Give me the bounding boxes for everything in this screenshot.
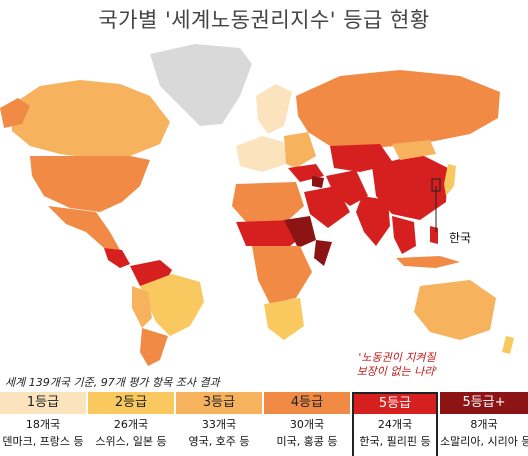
canada [10, 80, 170, 158]
new-zealand [502, 336, 514, 354]
argentina-chile [140, 328, 168, 366]
legend-grade-1-count: 18개국 [25, 418, 61, 431]
legend-grade-1-desc: 18개국 덴마크, 프랑스 등 [0, 414, 86, 456]
legend-grade-2-count: 26개국 [113, 418, 149, 431]
legend-grade-4-desc: 30개국 미국, 홍콩 등 [264, 414, 350, 456]
legend-grade-5plus: 5등급+ 8개국 소말리아, 시리아 등 [440, 392, 528, 456]
peru-bolivia [132, 286, 152, 328]
legend-grade-3-count: 33개국 [201, 418, 237, 431]
china [372, 154, 448, 220]
callout-line-2: 보장이 없는 나라' [356, 365, 438, 378]
legend-grade-5plus-examples: 소말리아, 시리아 등 [440, 435, 528, 448]
legend-grade-3-examples: 영국, 호주 등 [188, 435, 250, 448]
western-europe [236, 136, 286, 172]
legend-grade-4-label: 4등급 [264, 392, 350, 414]
eastern-europe [284, 132, 316, 168]
north-africa [232, 182, 304, 224]
greenland [150, 44, 252, 126]
india [356, 196, 390, 246]
legend-grade-1: 1등급 18개국 덴마크, 프랑스 등 [0, 392, 86, 456]
legend-grade-5plus-label: 5등급+ [440, 392, 528, 414]
map-title: 국가별 '세계노동권리지수' 등급 현황 [98, 8, 430, 32]
legend-grade-3-label: 3등급 [176, 392, 262, 414]
philippines [430, 226, 438, 244]
japan [444, 164, 456, 196]
indonesia [396, 256, 460, 268]
usa [30, 156, 150, 212]
central-america [104, 248, 130, 268]
legend-grade-2-examples: 스위스, 일본 등 [95, 435, 167, 448]
world-map [0, 44, 514, 366]
iran [326, 170, 368, 206]
legend-grade-5-count: 24개국 [377, 418, 413, 431]
mexico [48, 206, 120, 250]
somalia [314, 240, 332, 266]
legend-grade-2-label: 2등급 [88, 392, 174, 414]
survey-note: 세계 139개국 기준, 97개 평가 항목 조사 결과 [5, 376, 220, 389]
sudan [284, 216, 316, 248]
legend-grade-2-desc: 26개국 스위스, 일본 등 [88, 414, 174, 456]
legend-grade-5-examples: 한국, 필리핀 등 [359, 435, 431, 448]
korea-marker [431, 178, 441, 192]
brazil [140, 274, 204, 336]
legend-grade-4: 4등급 30개국 미국, 홍콩 등 [264, 392, 350, 456]
australia [414, 280, 496, 340]
legend-grade-5-label: 5등급 [354, 394, 436, 414]
legend-grade-5plus-count: 8개국 [470, 418, 498, 431]
legend-grade-4-examples: 미국, 홍콩 등 [276, 435, 338, 448]
southeast-asia [392, 216, 416, 254]
central-africa [252, 246, 312, 304]
scandinavia [256, 84, 292, 134]
legend-grade-1-examples: 덴마크, 프랑스 등 [2, 435, 84, 448]
alaska [0, 98, 30, 128]
legend-grade-2: 2등급 26개국 스위스, 일본 등 [88, 392, 174, 456]
legend-grade-4-count: 30개국 [289, 418, 325, 431]
mongolia [392, 140, 436, 160]
korea [432, 176, 440, 194]
legend-grade-5: 5등급 24개국 한국, 필리핀 등 [352, 392, 438, 456]
grade-legend: 1등급 18개국 덴마크, 프랑스 등 2등급 26개국 스위스, 일본 등 3… [0, 392, 528, 456]
southern-africa [264, 298, 304, 340]
syria [312, 176, 324, 188]
callout-text: '노동권이 지켜질 보장이 없는 나라' [342, 351, 452, 379]
callout-line-1: '노동권이 지켜질 [358, 351, 436, 364]
russia [296, 70, 500, 148]
legend-grade-1-label: 1등급 [0, 392, 86, 414]
legend-grade-5plus-desc: 8개국 소말리아, 시리아 등 [440, 414, 528, 456]
legend-grade-3-desc: 33개국 영국, 호주 등 [176, 414, 262, 456]
korea-label: 한국 [449, 231, 472, 245]
legend-grade-3: 3등급 33개국 영국, 호주 등 [176, 392, 262, 456]
legend-grade-5-desc: 24개국 한국, 필리핀 등 [354, 414, 436, 456]
